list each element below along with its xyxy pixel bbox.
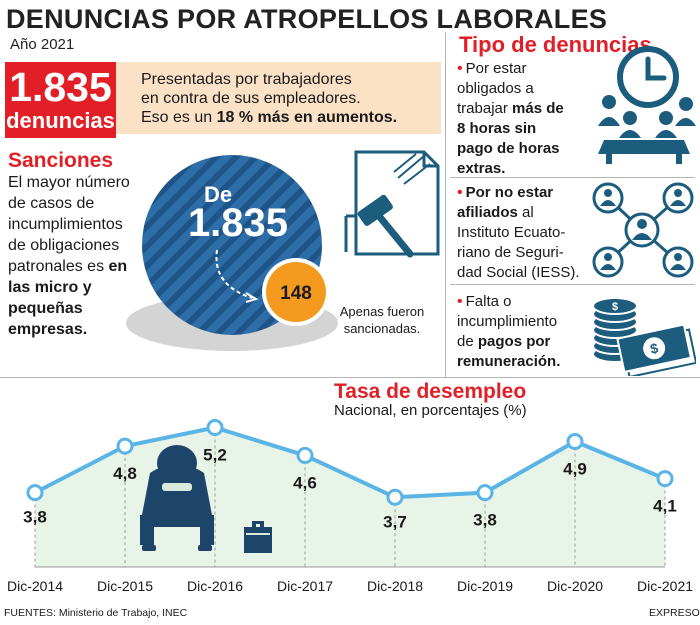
tipo-item-horas-bold-3: extras. — [457, 160, 506, 177]
tipo-item-pagos-line-1: Falta o — [465, 293, 512, 310]
vertical-divider — [445, 32, 446, 377]
summary-box: Presentadas por trabajadores en contra d… — [116, 62, 441, 134]
chart-point — [206, 419, 224, 437]
sanciones-text-line-8: empresas. — [8, 321, 88, 338]
horizontal-divider — [0, 377, 700, 378]
tipo-item-afiliacion-line-4: riano de Seguri- — [457, 244, 564, 261]
chart-point — [386, 488, 404, 506]
chart-value-label: 4,9 — [563, 459, 587, 478]
circle-total-number: 1.835 — [188, 201, 288, 245]
circle-de-label: De — [204, 182, 232, 207]
chart-title: Tasa de desempleo — [334, 380, 527, 403]
svg-text:$: $ — [612, 301, 618, 313]
sanctioned-label-1: Apenas fueron — [340, 304, 425, 319]
bullet-icon: • — [457, 184, 463, 201]
chart-gridlines — [34, 427, 666, 567]
chart-x-tick-label: Dic-2020 — [547, 578, 603, 594]
sanciones-graphic: De 1.835 148 Apenas fueron sancionadas. — [126, 150, 440, 351]
tipo-item-afiliacion: • Por no estar afiliados al Instituto Ecu… — [457, 183, 582, 283]
sanciones-text-line-5: patronales es en — [8, 256, 148, 277]
sanctioned-circle — [266, 262, 326, 322]
summary-line-3: Eso es un 18 % más en aumentos. — [141, 108, 397, 128]
chart-value-label: 5,2 — [203, 446, 227, 465]
chart-point — [476, 484, 494, 502]
sanciones-text-line-4: de obligaciones — [8, 237, 120, 254]
dashed-arrow — [215, 249, 253, 299]
sanctioned-number: 148 — [280, 283, 312, 304]
chart-point — [116, 437, 134, 455]
denuncias-total-box: 1.835 denuncias — [5, 62, 116, 138]
summary-line-3-text: Eso es un — [141, 109, 217, 126]
tipo-item-afiliacion-line-3: Instituto Ecuato- — [457, 224, 566, 241]
bullet-icon: • — [457, 60, 463, 77]
chart-x-tick-label: Dic-2021 — [637, 578, 693, 594]
chart-point — [656, 470, 674, 488]
sanciones-heading: Sanciones — [8, 149, 114, 172]
denuncias-total-number: 1.835 — [9, 64, 112, 110]
chart-x-tick-label: Dic-2015 — [97, 578, 153, 594]
bullet-icon: • — [457, 293, 463, 310]
chart-subtitle: Nacional, en porcentajes (%) — [334, 402, 527, 419]
tipo-separator-1 — [450, 177, 695, 178]
tipo-item-horas-line-2: obligados a — [457, 80, 534, 97]
tipo-item-horas-bold-1: 8 horas sin — [457, 120, 537, 137]
sanciones-text-line-1: El mayor número — [8, 174, 130, 191]
tipo-item-horas-bold-2: pago de horas — [457, 140, 560, 157]
tipo-item-pagos-line-3: de — [457, 333, 478, 350]
tipo-item-pagos-line-4: remuneración. — [457, 353, 561, 370]
tipo-item-horas-line-1: Por estar — [465, 60, 527, 77]
sanciones-text-line-7: pequeñas — [8, 300, 83, 317]
tipo-separator-2 — [450, 284, 695, 285]
chart-point — [566, 432, 584, 450]
sanciones-text-line-2: de casos de — [8, 195, 95, 212]
chart-value-label: 4,8 — [113, 464, 137, 483]
chart-value-label: 4,6 — [293, 473, 317, 492]
arrow-head — [245, 292, 259, 303]
sanciones-line-5-bold: en — [108, 258, 128, 275]
chart-value-label: 4,1 — [653, 497, 677, 516]
sanciones-text-line-3: incumplimientos — [8, 216, 123, 233]
sad-worker-icon — [140, 445, 272, 553]
chart-x-tick-label: Dic-2018 — [367, 578, 423, 594]
network-people-icon — [592, 182, 694, 278]
tipo-item-horas-line-3: trabajar — [457, 100, 513, 117]
sanciones-line-5-text: patronales es — [8, 258, 109, 275]
page-title: DENUNCIAS POR ATROPELLOS LABORALES — [6, 4, 608, 34]
gavel-document-icon — [344, 150, 440, 258]
sources-text: FUENTES: Ministerio de Trabajo, INEC — [4, 607, 188, 619]
chart-value-label: 3,8 — [23, 508, 47, 527]
sanciones-text-line-6: las micro y — [8, 279, 92, 296]
tipo-item-afiliacion-line-5: dad Social (IESS). — [457, 264, 580, 281]
tipo-item-horas-line-3-bold: más de — [512, 100, 564, 117]
summary-line-2: en contra de sus empleadores. — [141, 90, 361, 107]
page-subtitle: Año 2021 — [10, 36, 75, 53]
meeting-clock-icon — [598, 46, 696, 164]
summary-line-3-bold: 18 % más en aumentos. — [216, 109, 398, 126]
chart-x-tick-label: Dic-2014 — [7, 578, 63, 594]
chart-point — [296, 446, 314, 464]
brand-label: EXPRESO — [649, 607, 700, 619]
coins-money-icon: $ $ — [592, 297, 696, 376]
tipo-item-afiliacion-line-2-bold: afiliados — [457, 204, 518, 221]
chart-x-tick-label: Dic-2016 — [187, 578, 243, 594]
tipo-item-horas: • Por estar obligados a trabajar más de 8… — [457, 59, 577, 179]
svg-text:$: $ — [649, 340, 660, 357]
chart-x-tick-label: Dic-2019 — [457, 578, 513, 594]
sanctioned-label-2: sancionadas. — [344, 321, 421, 336]
chart-value-label: 3,7 — [383, 512, 407, 531]
tipo-item-pagos-line-2: incumplimiento — [457, 313, 558, 330]
summary-line-1: Presentadas por trabajadores — [141, 71, 352, 88]
unemployment-chart: 3,8 4,8 5,2 4,6 3,7 3,8 4,9 4,1 Dic-2014 Dic-201… — [7, 419, 693, 594]
chart-line — [34, 425, 666, 500]
tipo-item-afiliacion-line-1: Por no estar — [465, 184, 554, 201]
tipo-item-pagos-line-3-bold: pagos por — [477, 333, 551, 350]
chart-x-tick-label: Dic-2017 — [277, 578, 333, 594]
denuncias-total-label: denuncias — [6, 108, 115, 133]
tipo-item-afiliacion-line-2: al — [517, 204, 534, 221]
chart-value-label: 3,8 — [473, 511, 497, 530]
tipo-item-pagos: • Falta o incumplimiento de pagos por rem… — [457, 292, 582, 372]
tipo-heading: Tipo de denuncias — [459, 32, 652, 57]
chart-point — [26, 484, 44, 502]
